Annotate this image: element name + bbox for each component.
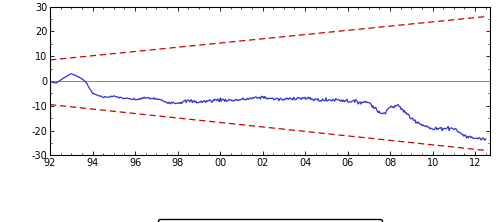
CUSUM <box>482 139 488 142</box>
CUSUM <box>68 72 74 75</box>
CUSUM <box>284 97 290 99</box>
CUSUM <box>482 138 488 140</box>
CUSUM <box>258 98 264 100</box>
CUSUM <box>473 137 479 140</box>
5% Significance <box>256 125 262 128</box>
CUSUM <box>255 97 261 99</box>
5% Significance <box>47 103 53 106</box>
5% Significance <box>472 148 478 151</box>
CUSUM <box>405 113 411 115</box>
CUSUM <box>47 80 53 83</box>
5% Significance <box>482 149 488 152</box>
5% Significance <box>306 131 312 133</box>
Line: 5% Significance: 5% Significance <box>50 105 486 151</box>
Legend: CUSUM, 5% Significance: CUSUM, 5% Significance <box>158 219 382 222</box>
5% Significance <box>404 141 410 143</box>
5% Significance <box>283 128 289 131</box>
CUSUM <box>307 96 313 99</box>
Line: CUSUM: CUSUM <box>50 74 486 140</box>
5% Significance <box>254 125 260 128</box>
